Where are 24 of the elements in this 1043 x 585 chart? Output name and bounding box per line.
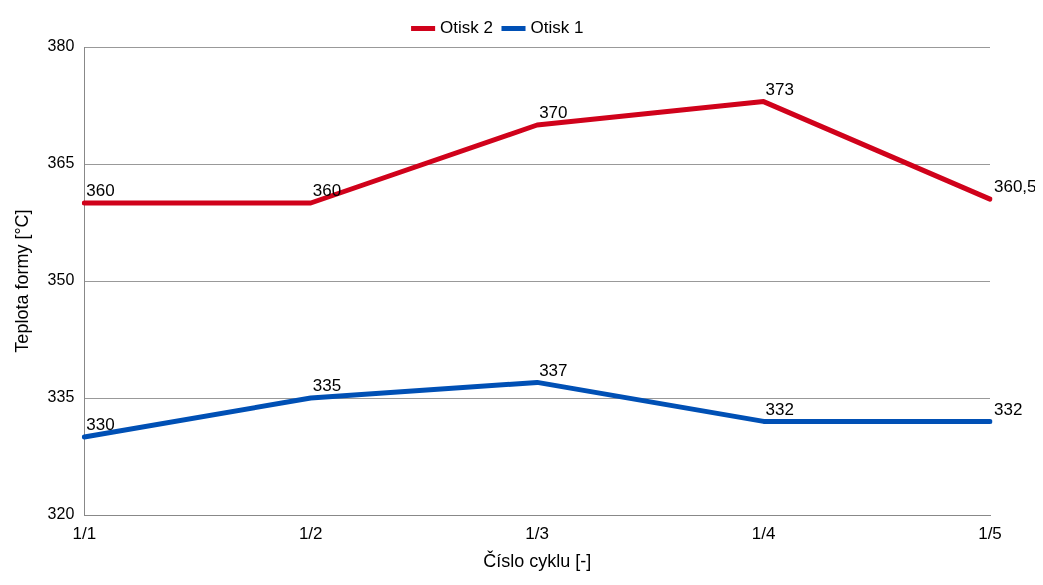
data-label: 370 (539, 103, 568, 123)
data-label: 360 (86, 181, 115, 201)
legend-label: Otisk 1 (530, 18, 584, 38)
x-tick-label: 1/3 (525, 523, 549, 543)
data-label: 360,5 (994, 177, 1037, 197)
x-tick-label: 1/5 (978, 523, 1002, 543)
legend-label: Otisk 2 (440, 18, 494, 38)
y-tick-label: 380 (47, 37, 75, 55)
y-tick-label: 335 (47, 388, 75, 406)
y-tick-label: 350 (47, 271, 75, 289)
data-label: 360 (312, 181, 342, 201)
y-tick-label: 320 (47, 505, 75, 523)
data-label: 335 (312, 376, 342, 396)
y-axis-title: Teplota formy [°C] (11, 209, 32, 353)
x-tick-label: 1/2 (298, 523, 323, 543)
y-tick-label: 365 (47, 154, 75, 172)
data-label: 332 (765, 399, 794, 419)
data-label: 332 (994, 399, 1023, 419)
data-label: 373 (765, 79, 794, 99)
x-tick-label: 1/1 (72, 523, 97, 543)
x-axis-title: Číslo cyklu [-] (483, 550, 592, 572)
data-label: 337 (539, 360, 568, 380)
data-label: 330 (86, 415, 115, 435)
x-tick-label: 1/4 (751, 523, 776, 543)
